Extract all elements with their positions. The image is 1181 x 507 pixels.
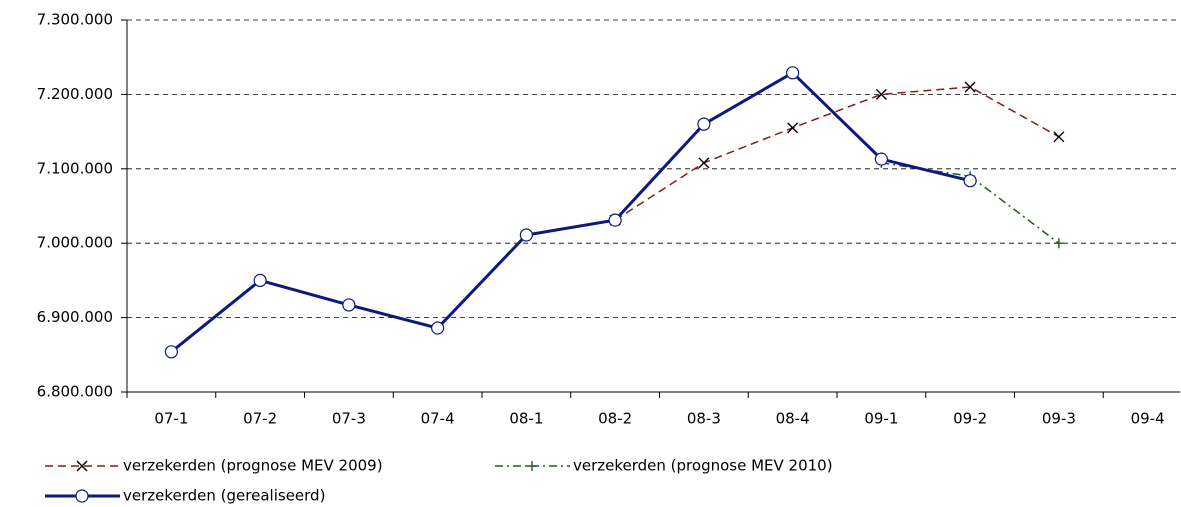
- series-line: [881, 162, 1060, 244]
- legend-item: verzekerden (gerealiseerd): [45, 487, 325, 505]
- marker: [519, 228, 533, 242]
- y-tick-label: 7.200.000: [37, 85, 113, 103]
- y-tick-label: 7.000.000: [37, 234, 113, 252]
- marker: [1053, 131, 1065, 143]
- marker: [76, 460, 88, 472]
- marker: [698, 157, 710, 169]
- x-tick-label: 07-1: [154, 410, 188, 428]
- legend-label: verzekerden (prognose MEV 2010): [573, 457, 833, 475]
- x-tick-label: 09-3: [1042, 410, 1076, 428]
- y-tick-label: 6.900.000: [37, 308, 113, 326]
- marker: [787, 122, 799, 134]
- marker: [874, 152, 888, 166]
- marker: [1053, 238, 1064, 249]
- marker: [964, 81, 976, 93]
- legend-label: verzekerden (prognose MEV 2009): [123, 457, 383, 475]
- marker: [608, 213, 622, 227]
- x-tick-label: 08-2: [598, 410, 632, 428]
- y-tick-label: 7.300.000: [37, 11, 113, 29]
- x-tick-label: 08-4: [776, 410, 810, 428]
- x-tick-label: 07-3: [332, 410, 366, 428]
- marker: [342, 298, 356, 312]
- series: [876, 157, 1064, 249]
- x-tick-label: 08-3: [687, 410, 721, 428]
- x-tick-label: 07-4: [421, 410, 455, 428]
- marker: [431, 321, 445, 335]
- legend-label: verzekerden (gerealiseerd): [123, 487, 325, 505]
- marker: [164, 345, 178, 359]
- series: [164, 66, 977, 359]
- x-tick-label: 09-4: [1131, 410, 1165, 428]
- y-tick-label: 7.100.000: [37, 159, 113, 177]
- x-tick-label: 09-2: [953, 410, 987, 428]
- legend-item: verzekerden (prognose MEV 2009): [45, 457, 383, 475]
- marker: [75, 489, 89, 503]
- series-line: [614, 86, 1060, 221]
- marker: [253, 273, 267, 287]
- legend-item: verzekerden (prognose MEV 2010): [495, 457, 833, 475]
- marker: [875, 88, 887, 100]
- y-tick-label: 6.800.000: [37, 383, 113, 401]
- x-tick-label: 07-2: [243, 410, 277, 428]
- marker: [697, 117, 711, 131]
- series-line: [170, 70, 971, 353]
- marker: [786, 66, 800, 80]
- x-tick-label: 09-1: [864, 410, 898, 428]
- marker: [963, 174, 977, 188]
- x-tick-label: 08-1: [509, 410, 543, 428]
- marker: [527, 461, 537, 471]
